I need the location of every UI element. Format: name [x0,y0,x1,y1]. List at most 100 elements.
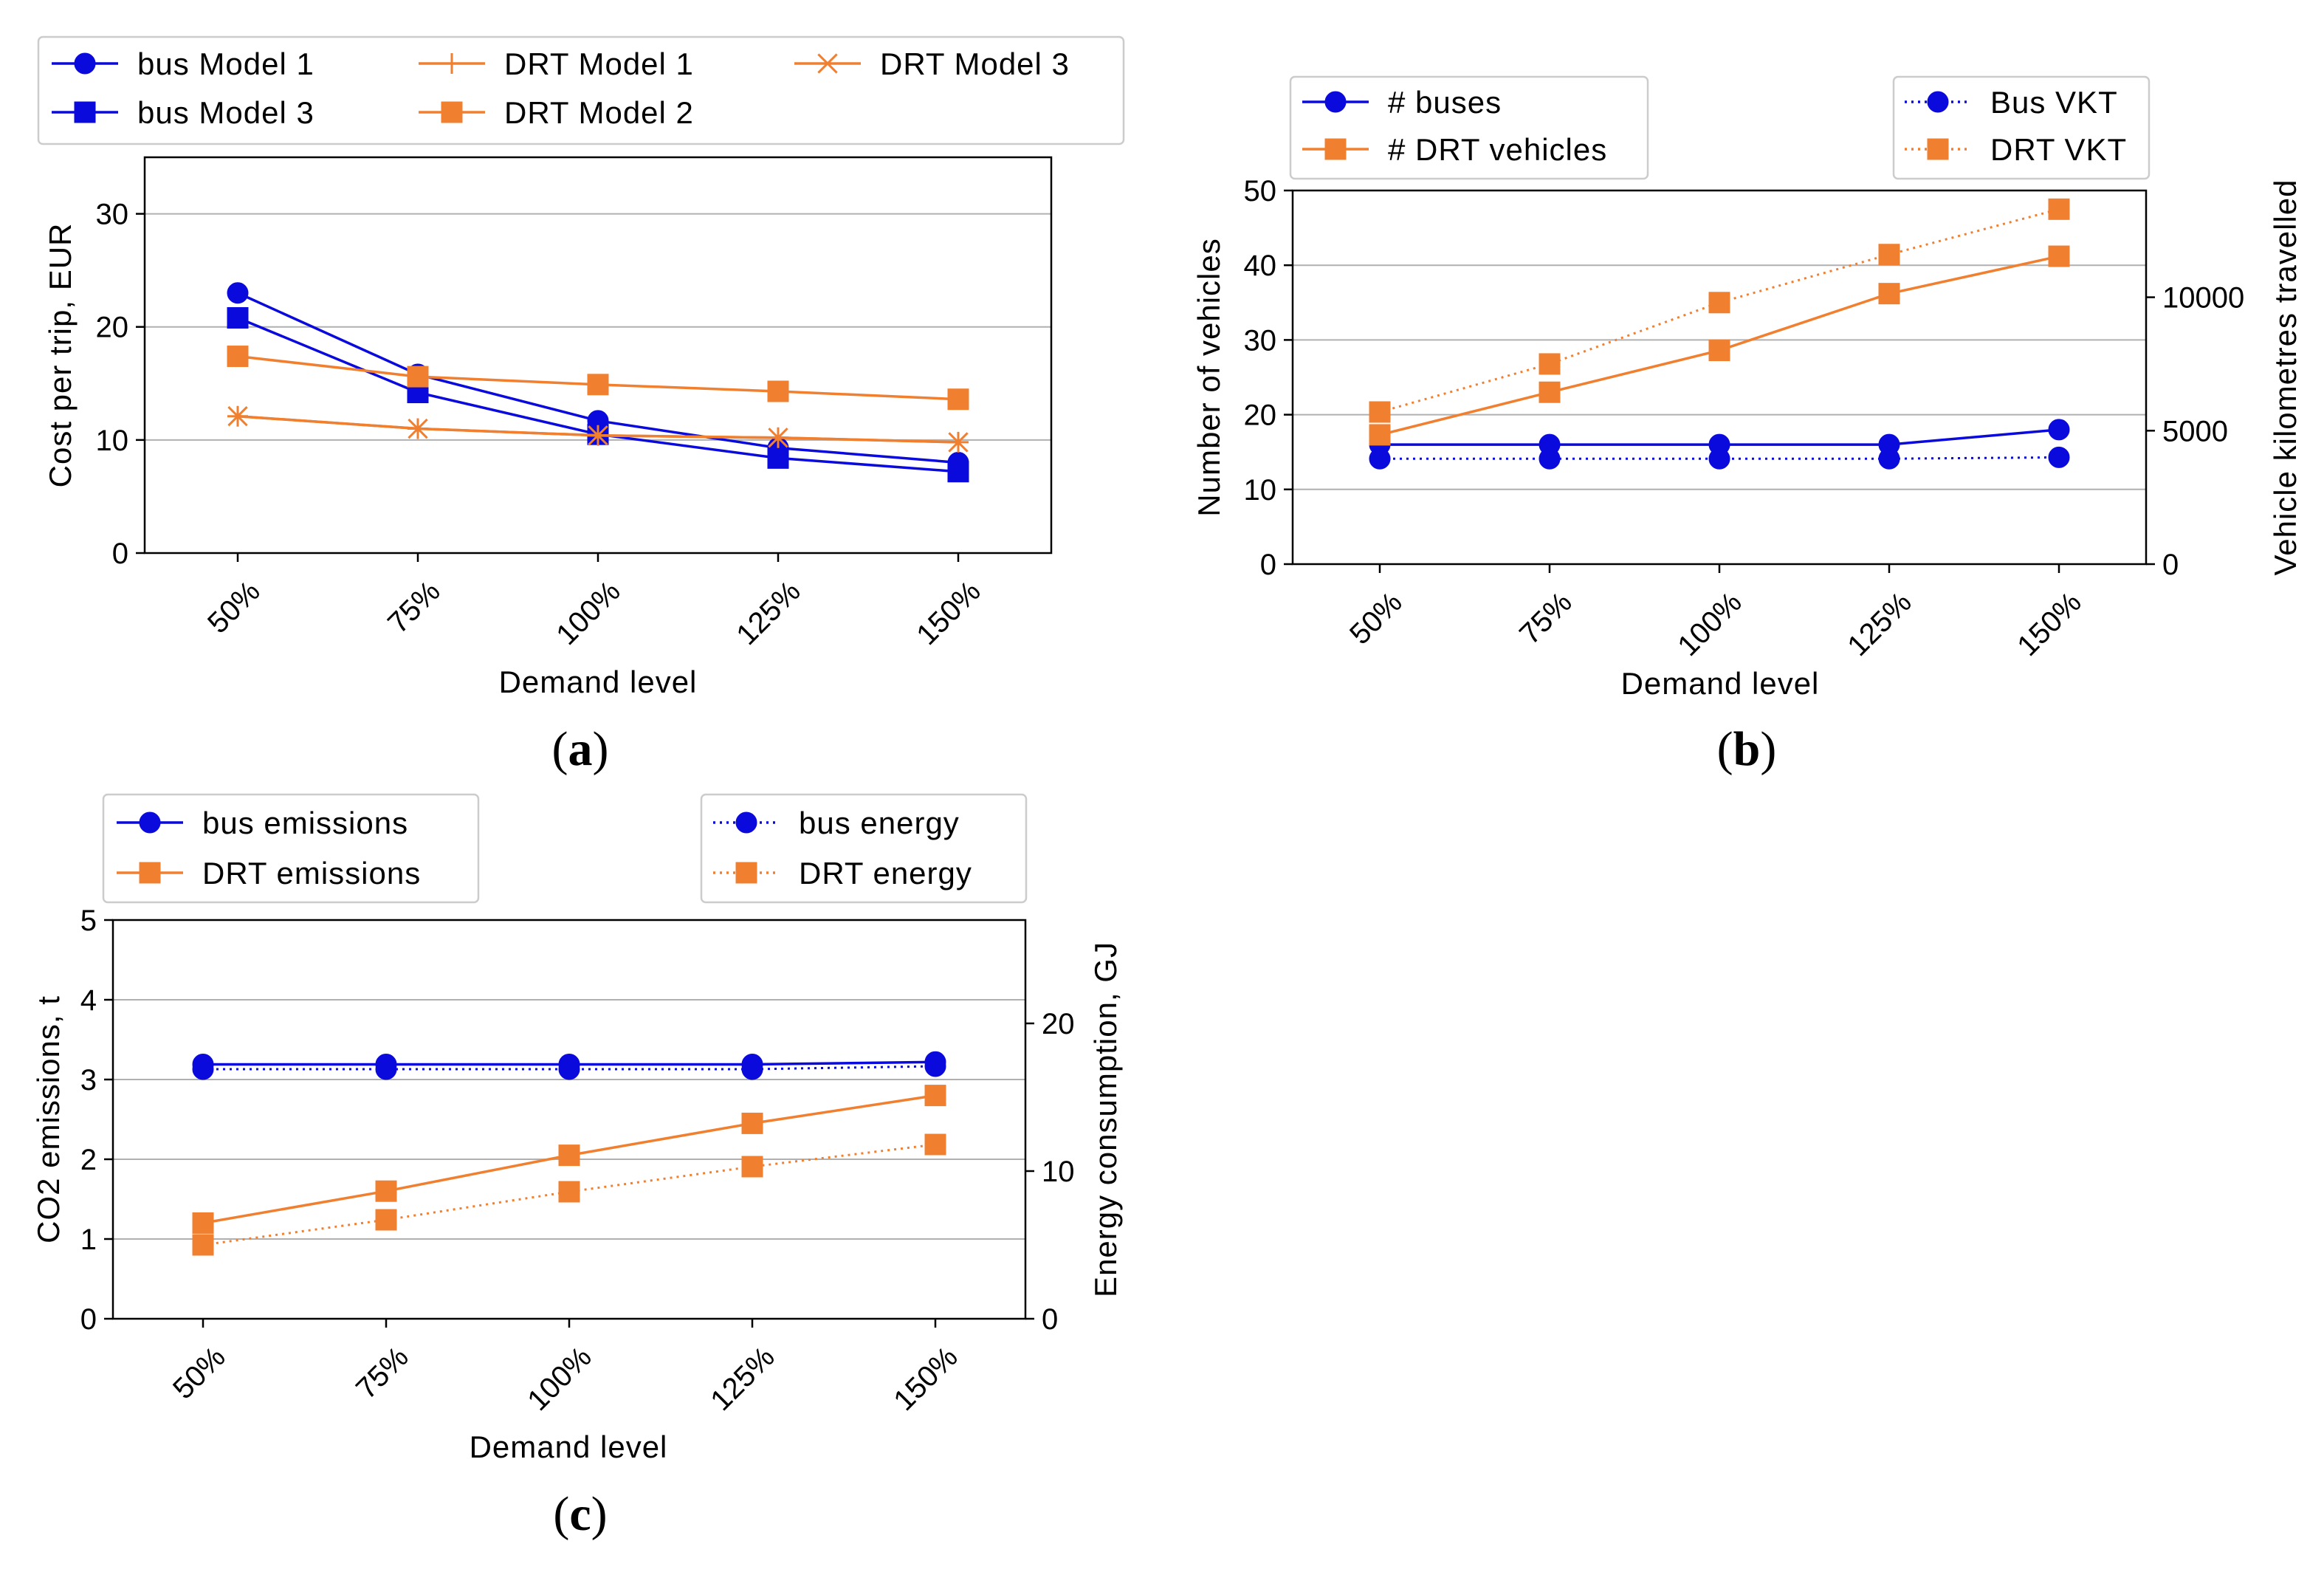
panel-a-plot-frame [143,156,1053,555]
panel-a-series [227,282,969,483]
a-point-1-0 [227,306,249,329]
panel-b-caption-letter: b [1733,722,1761,776]
b-x-tick-label-3: 125% [1841,586,1917,662]
c-point-2-0 [192,1058,214,1080]
b-point-2-3 [1878,447,1900,470]
b-x-tick-label-2: 100% [1671,586,1747,662]
a-y-tick-label-2: 20 [96,312,129,344]
c-legend-right-label-1: DRT energy [799,856,972,890]
b-point-2-2 [1708,447,1730,470]
c-legend-left-swatch-marker-0 [139,811,161,834]
a-point-3-3 [767,380,789,402]
a-point-4-4 [948,432,969,453]
panel-b-y2-tick-labels: 0 5000 10000 [2146,282,2244,581]
panel-a-y-axis-label: Cost per trip, EUR [43,223,78,488]
a-legend-label-1: bus Model 3 [137,95,314,130]
panel-b-x-tick-labels: 50% 75% 100% 125% 150% [1344,564,2088,662]
b-point-3-1 [1539,353,1561,375]
panel-b-plot-frame [1291,189,2148,566]
b-point-3-4 [2048,198,2070,220]
b-legend-left-swatch-marker-0 [1324,91,1347,113]
panel-b-gridlines [1293,190,2146,565]
c-point-3-1 [375,1209,397,1231]
c-y-tick-label-4: 4 [80,984,97,1017]
a-y-tick-label-0: 0 [112,538,128,570]
c-point-1-1 [375,1180,397,1202]
b-point-1-2 [1708,340,1730,362]
panel-b-legend-right-box [1892,75,2151,180]
c-point-1-4 [924,1085,946,1107]
c-legend-right-swatch-marker-0 [735,811,757,834]
panel-b-vehicles: 0 10 20 30 40 50 0 5000 10000 50% 75% 100% 125% 150… [1192,75,2303,776]
c-x-tick-label-4: 150% [887,1341,963,1417]
c-point-2-4 [924,1055,946,1077]
a-legend-swatch-marker-2 [441,53,462,74]
panel-a-x-axis-label: Demand level [499,665,698,699]
a-legend-swatch-marker-0 [74,52,96,75]
c-x-tick-label-3: 125% [704,1341,780,1417]
panel-c-gridlines [113,919,1025,1319]
b-legend-right-swatch-marker-0 [1927,91,1949,113]
a-point-3-1 [407,365,429,388]
c-point-2-3 [741,1058,763,1080]
panel-c-y2-axis-label: Energy consumption, GJ [1088,941,1123,1297]
a-point-1-3 [767,447,789,469]
panel-c-series [192,1051,946,1256]
panel-c-y2-tick-labels: 0 10 20 [1025,1008,1075,1336]
c-point-3-3 [741,1156,763,1178]
c-y2-tick-label-2: 20 [1042,1008,1075,1040]
a-y-tick-label-1: 10 [96,425,129,457]
c-point-1-3 [741,1112,763,1134]
a-legend-label-2: DRT Model 1 [504,47,694,81]
panel-c-y-tick-labels: 0 1 2 3 4 5 [80,905,113,1336]
c-point-2-1 [375,1058,397,1080]
a-point-3-2 [587,374,609,396]
panel-c-legend-right: bus energy DRT energy [700,793,1028,904]
b-y-tick-label-4: 40 [1244,250,1277,282]
a-legend-swatch-marker-1 [74,101,96,123]
c-point-1-2 [558,1144,580,1167]
b-x-tick-label-1: 75% [1513,586,1578,651]
c-point-3-0 [192,1234,214,1256]
b-x-tick-label-0: 50% [1344,586,1409,651]
c-y-tick-label-5: 5 [80,905,97,937]
b-y-tick-label-5: 50 [1244,175,1277,207]
panel-b-x-axis-label: Demand level [1621,666,1820,701]
panel-b-y-tick-labels: 0 10 20 30 40 50 [1244,175,1293,581]
panel-a-y-tick-labels: 0 10 20 30 [96,199,145,570]
c-y-tick-label-2: 2 [80,1144,97,1176]
c-x-tick-label-2: 100% [521,1341,597,1417]
a-point-3-0 [227,346,249,368]
c-y2-tick-label-0: 0 [1042,1303,1058,1336]
a-point-4-1 [408,418,428,439]
panel-b-y-axis-label: Number of vehicles [1192,238,1226,516]
b-y2-tick-label-2: 10000 [2162,282,2244,315]
panel-c-x-tick-labels: 50% 75% 100% 125% 150% [167,1319,964,1417]
b-point-3-2 [1708,292,1730,314]
b-series-line-drt-vkt [1379,207,2060,413]
b-point-2-4 [2048,446,2070,468]
b-y-tick-label-2: 20 [1244,399,1277,432]
b-y-tick-label-0: 0 [1260,549,1276,581]
b-y-tick-label-3: 30 [1244,324,1277,357]
b-point-1-3 [1878,283,1900,305]
panel-c-emissions-energy: 0 1 2 3 4 5 0 10 20 50% 75% 100% 125% 150% CO2 emis… [31,793,1123,1541]
c-point-2-2 [558,1058,580,1080]
panel-c-y-axis-label: CO2 emissions, t [31,995,66,1243]
c-legend-left-label-0: bus emissions [202,806,408,840]
a-y-tick-label-3: 30 [96,199,129,231]
panel-c-caption: (c) [553,1487,607,1541]
a-x-tick-label-4: 150% [910,575,986,651]
b-y2-tick-label-1: 5000 [2162,415,2228,447]
c-legend-left-label-1: DRT emissions [202,856,421,890]
panel-b-series [1369,198,2070,470]
panel-a-caption: (a) [552,722,609,776]
c-point-3-4 [924,1133,946,1156]
c-point-3-2 [558,1181,580,1203]
b-point-2-1 [1539,447,1561,470]
a-x-tick-label-2: 100% [550,575,626,651]
panel-c-legend-left-box [102,793,480,904]
a-point-1-4 [947,461,969,483]
panel-a-caption-letter: a [568,722,593,776]
